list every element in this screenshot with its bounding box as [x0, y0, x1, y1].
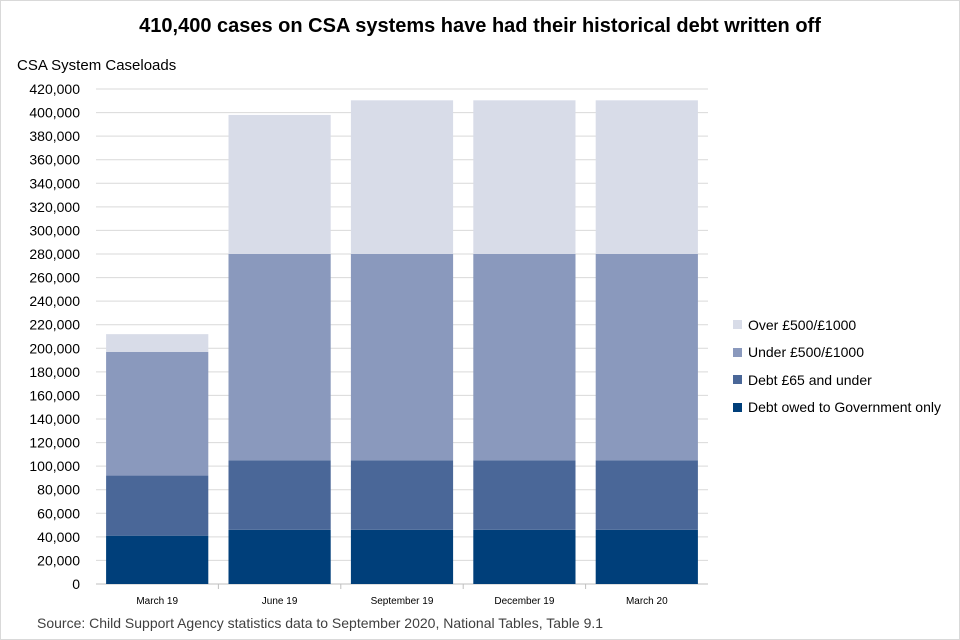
y-tick-label: 80,000	[37, 482, 80, 498]
y-tick-label: 420,000	[29, 81, 80, 97]
bar-segment	[595, 460, 698, 530]
bar-segment	[473, 100, 576, 254]
y-tick-label: 340,000	[29, 175, 80, 191]
bar-segment	[595, 100, 698, 254]
legend-item: Debt owed to Government only	[733, 394, 941, 422]
y-tick-label: 180,000	[29, 364, 80, 380]
legend-swatch	[733, 402, 742, 412]
bar-segment	[228, 460, 331, 530]
y-tick-label: 160,000	[29, 387, 80, 403]
y-tick-label: 140,000	[29, 411, 80, 427]
y-tick-label: 380,000	[29, 128, 80, 144]
bar-segment	[228, 114, 331, 254]
bar-segment	[106, 475, 209, 536]
y-tick-label: 120,000	[29, 435, 80, 451]
bar-segment	[350, 529, 454, 584]
legend-item: Debt £65 and under	[733, 366, 941, 394]
legend-swatch	[733, 375, 742, 385]
legend-label: Under £500/£1000	[748, 344, 864, 361]
legend-item: Under £500/£1000	[733, 339, 941, 367]
y-tick-label: 20,000	[37, 552, 80, 568]
bar-segment	[350, 100, 454, 254]
bar-segment	[106, 351, 209, 476]
y-tick-label: 200,000	[29, 340, 80, 356]
x-tick-label: March 19	[136, 596, 178, 607]
legend-label: Debt £65 and under	[748, 371, 872, 388]
legend-swatch	[733, 347, 742, 357]
legend-label: Debt owed to Government only	[748, 399, 941, 416]
y-tick-label: 260,000	[29, 270, 80, 286]
legend-label: Over £500/£1000	[748, 316, 857, 333]
x-tick-label: March 20	[626, 596, 668, 607]
x-tick-label: June 19	[262, 596, 298, 607]
y-tick-label: 240,000	[29, 293, 80, 309]
legend-item: Over £500/£1000	[733, 311, 941, 339]
y-tick-label: 320,000	[29, 199, 80, 215]
bar-segment	[473, 254, 576, 461]
x-tick-label: December 19	[494, 596, 554, 607]
bar-segment	[350, 254, 454, 461]
bar-segment	[350, 460, 454, 530]
x-tick-label: September 19	[371, 596, 434, 607]
y-tick-label: 220,000	[29, 317, 80, 333]
y-tick-label: 60,000	[37, 505, 80, 521]
bar-segment	[473, 460, 576, 530]
y-tick-label: 400,000	[29, 105, 80, 121]
bar-segment	[228, 254, 331, 461]
bar-segment	[106, 535, 209, 584]
chart-title: 410,400 cases on CSA systems have had th…	[139, 15, 821, 37]
legend: Over £500/£1000 Under £500/£1000 Debt £65 …	[733, 311, 941, 421]
y-axis-label: CSA System Caseloads	[17, 57, 177, 74]
source-note: Source: Child Support Agency statistics …	[37, 615, 604, 631]
y-tick-label: 360,000	[29, 152, 80, 168]
y-tick-label: 280,000	[29, 246, 80, 262]
legend-swatch	[733, 320, 742, 330]
bar-segment	[473, 529, 576, 584]
y-tick-label: 300,000	[29, 222, 80, 238]
y-tick-label: 100,000	[29, 458, 80, 474]
bar-segment	[595, 254, 698, 461]
bar-segment	[106, 334, 209, 352]
y-tick-label: 40,000	[37, 529, 80, 545]
y-tick-label: 0	[72, 576, 80, 592]
bar-segment	[595, 529, 698, 584]
bar-segment	[228, 529, 331, 584]
